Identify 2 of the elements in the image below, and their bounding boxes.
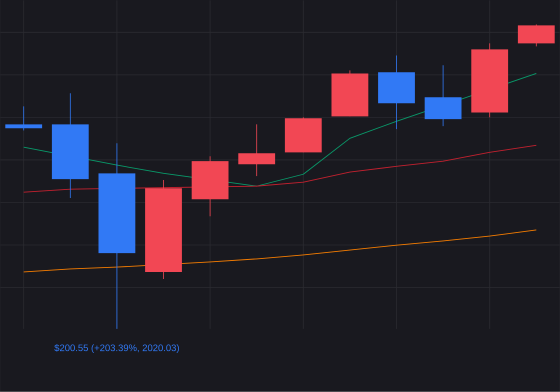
candlestick <box>5 106 42 131</box>
text: $200.55 (+203.39%, 2020.03) <box>54 344 179 354</box>
